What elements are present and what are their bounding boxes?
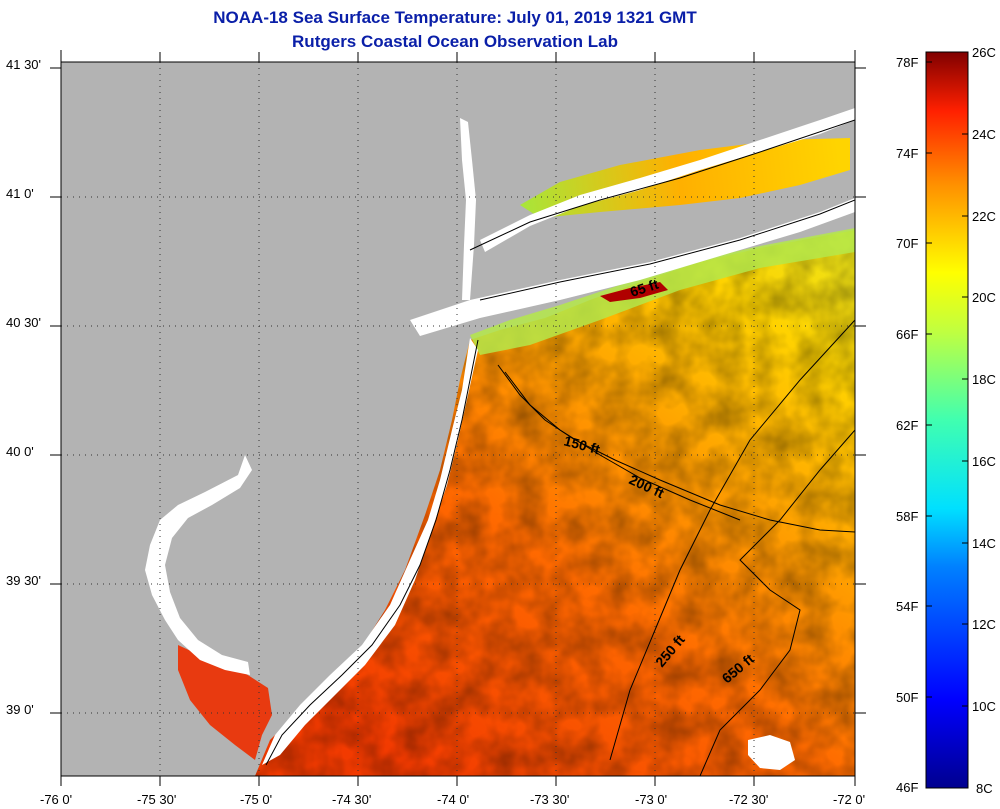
lon-label-73-30: -73 30': [530, 792, 570, 807]
colorbar-f-50: 50F: [896, 690, 919, 705]
lon-label-75-0: -75 0': [240, 792, 273, 807]
colorbar-ticks: [926, 51, 968, 707]
lat-label-40-30: 40 30': [6, 315, 42, 330]
lon-label-74-0: -74 0': [437, 792, 470, 807]
colorbar-c-14: 14C: [972, 536, 996, 551]
colorbar-f-78: 78F: [896, 55, 919, 70]
isobath-200: [504, 371, 741, 521]
warm-anomaly: [600, 282, 668, 302]
lon-label-76-0: -76 0': [40, 792, 73, 807]
lon-label-72-0: -72 0': [833, 792, 866, 807]
colorbar-f-54: 54F: [896, 599, 919, 614]
colorbar-c-12: 12C: [972, 617, 996, 632]
colorbar-f-58: 58F: [896, 509, 919, 524]
lon-label-75-30: -75 30': [137, 792, 177, 807]
map-subtitle: Rutgers Coastal Ocean Observation Lab: [292, 32, 618, 51]
colorbar-c-16: 16C: [972, 454, 996, 469]
colorbar-c-18: 18C: [972, 372, 996, 387]
ocean-sst-texture: [255, 230, 855, 776]
colorbar-c-10: 10C: [972, 699, 996, 714]
axis-ticks: [50, 50, 866, 786]
lat-label-41-30: 41 30': [6, 57, 42, 72]
colorbar-f-46: 46F: [896, 780, 919, 795]
lon-label-74-30: -74 30': [332, 792, 372, 807]
colorbar-f-74: 74F: [896, 146, 919, 161]
long-island-coastline: [469, 119, 855, 301]
lon-label-73-0: -73 0': [635, 792, 668, 807]
lat-label-40-0: 40 0': [6, 444, 34, 459]
map-title: NOAA-18 Sea Surface Temperature: July 01…: [213, 8, 697, 27]
coastline: [265, 339, 479, 766]
isobath-250: [609, 319, 855, 761]
lat-label-39-30: 39 30': [6, 573, 42, 588]
colorbar-c-8: 8C: [976, 781, 993, 796]
lon-label-72-30: -72 30': [729, 792, 769, 807]
hudson-river-mask: [460, 118, 476, 300]
colorbar-c-22: 22C: [972, 209, 996, 224]
delaware-river-mask: [145, 455, 252, 675]
colorbar-f-70: 70F: [896, 236, 919, 251]
north-shore-mask: [480, 108, 855, 252]
isobath-650: [699, 429, 855, 776]
colorbar: [925, 51, 969, 789]
colorbar-c-24: 24C: [972, 127, 996, 142]
colorbar-c-26: 26C: [972, 45, 996, 60]
colorbar-c-20: 20C: [972, 290, 996, 305]
map-frame: [60, 61, 856, 777]
colorbar-f-62: 62F: [896, 418, 919, 433]
graticule: [61, 62, 855, 776]
delaware-bay: [178, 645, 272, 760]
lat-label-39-0: 39 0': [6, 702, 34, 717]
offshore-cloud: [748, 735, 795, 770]
lat-label-41-0: 41 0': [6, 186, 34, 201]
colorbar-f-66: 66F: [896, 327, 919, 342]
